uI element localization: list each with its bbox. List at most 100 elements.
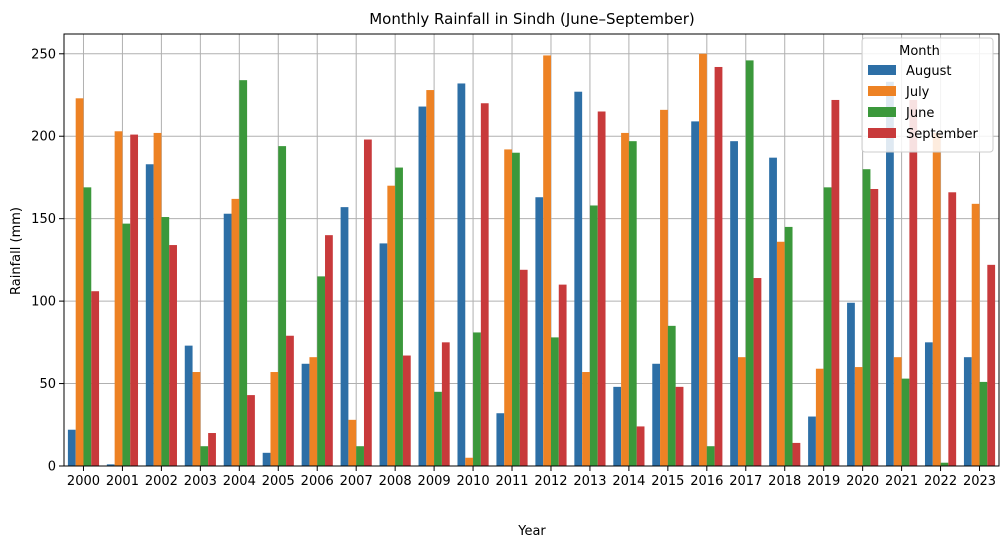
x-tick-label: 2021 <box>885 474 918 489</box>
bar-july-2002 <box>153 132 162 466</box>
bar-august-2017 <box>730 141 738 466</box>
x-tick-label: 2011 <box>495 474 528 489</box>
x-tick-label: 2001 <box>106 474 139 489</box>
bar-july-2020 <box>854 367 863 466</box>
bar-july-2007 <box>348 419 357 466</box>
bar-august-2016 <box>691 121 700 466</box>
x-axis-ticks: 2000 2001 2002 2003 2004 2005 2006 2007 2008 2009… <box>67 466 996 489</box>
x-tick-label: 2008 <box>379 474 412 489</box>
bar-july-2001 <box>114 131 123 466</box>
bar-june-2016 <box>706 446 715 466</box>
x-tick-label: 2012 <box>534 474 567 489</box>
bar-september-2014 <box>636 426 645 466</box>
bar-july-2022 <box>932 132 941 466</box>
legend-label-june: June <box>905 106 934 121</box>
legend-swatch-september <box>868 128 896 138</box>
bar-august-2023 <box>963 357 972 466</box>
x-tick-label: 2005 <box>262 474 295 489</box>
bar-july-2019 <box>815 368 824 466</box>
bar-september-2010 <box>480 103 489 467</box>
bar-august-2006 <box>301 363 310 466</box>
bar-august-2015 <box>652 363 661 466</box>
bar-august-2022 <box>924 342 933 466</box>
bar-july-2018 <box>776 241 785 466</box>
bar-june-2002 <box>161 217 170 466</box>
bar-june-2010 <box>473 332 481 466</box>
bar-august-2014 <box>613 386 622 466</box>
bar-june-2020 <box>862 169 871 466</box>
x-tick-label: 2017 <box>729 474 762 489</box>
bar-september-2018 <box>792 442 801 466</box>
bar-august-2001 <box>106 464 115 466</box>
x-tick-label: 2010 <box>457 474 490 489</box>
bar-july-2011 <box>504 149 513 466</box>
x-tick-label: 2018 <box>768 474 801 489</box>
x-tick-label: 2009 <box>418 474 451 489</box>
bar-september-2017 <box>753 278 762 466</box>
bar-august-2008 <box>379 243 388 466</box>
bar-september-2002 <box>169 245 177 466</box>
bar-september-2023 <box>987 264 996 466</box>
bar-june-2004 <box>239 80 248 466</box>
bar-june-2012 <box>550 337 559 466</box>
bar-july-2023 <box>971 203 980 466</box>
bar-september-2001 <box>130 134 139 467</box>
bar-september-2020 <box>870 188 879 466</box>
bars <box>67 53 996 467</box>
bar-september-2008 <box>402 355 411 466</box>
bar-june-2019 <box>823 187 832 466</box>
bar-september-2015 <box>675 386 684 466</box>
bar-september-2005 <box>286 335 294 466</box>
bar-june-2021 <box>901 378 910 466</box>
bar-july-2021 <box>893 357 902 466</box>
bar-july-2003 <box>192 372 201 466</box>
bar-september-2022 <box>948 192 957 466</box>
bar-september-2021 <box>909 99 918 467</box>
legend: Month August July June September <box>861 37 994 153</box>
bar-june-2007 <box>356 446 364 466</box>
bar-september-2013 <box>597 111 606 466</box>
bar-august-2004 <box>223 213 232 466</box>
y-axis-ticks: 0 50 100 150 200 250 <box>31 47 64 475</box>
bar-september-2012 <box>558 284 567 466</box>
bar-september-2019 <box>831 99 840 467</box>
bar-june-2001 <box>122 223 131 466</box>
x-tick-label: 2020 <box>846 474 879 489</box>
bar-june-2022 <box>940 462 949 466</box>
bar-june-2005 <box>278 146 287 466</box>
x-tick-label: 2015 <box>651 474 684 489</box>
bar-august-2002 <box>145 164 154 467</box>
bar-july-2008 <box>387 185 396 467</box>
bar-june-2018 <box>784 226 793 466</box>
bar-august-2012 <box>535 197 544 467</box>
x-tick-label: 2023 <box>963 474 996 489</box>
bar-june-2009 <box>434 391 442 466</box>
bar-june-2003 <box>200 446 209 466</box>
bar-june-2017 <box>745 60 754 466</box>
bar-july-2014 <box>621 132 629 466</box>
y-tick-label: 100 <box>31 295 56 310</box>
bar-august-2000 <box>67 429 76 466</box>
bar-august-2010 <box>457 83 466 467</box>
y-tick-label: 0 <box>48 460 56 475</box>
bar-august-2007 <box>340 207 349 467</box>
bar-july-2009 <box>426 90 435 466</box>
legend-label-august: August <box>906 64 952 79</box>
bar-august-2019 <box>808 416 816 466</box>
x-tick-label: 2000 <box>67 474 100 489</box>
bar-june-2006 <box>317 276 326 466</box>
x-tick-label: 2022 <box>924 474 957 489</box>
y-axis-label: Rainfall (mm) <box>9 207 24 295</box>
bar-august-2005 <box>262 452 271 466</box>
bar-june-2011 <box>512 152 520 466</box>
bar-july-2013 <box>582 372 590 466</box>
bar-june-2008 <box>395 167 403 466</box>
bar-september-2009 <box>441 342 450 466</box>
bar-june-2014 <box>628 141 637 466</box>
bar-september-2000 <box>91 291 100 466</box>
x-tick-label: 2002 <box>145 474 178 489</box>
bar-september-2006 <box>325 235 333 466</box>
x-tick-label: 2013 <box>573 474 606 489</box>
y-tick-label: 150 <box>31 212 56 227</box>
